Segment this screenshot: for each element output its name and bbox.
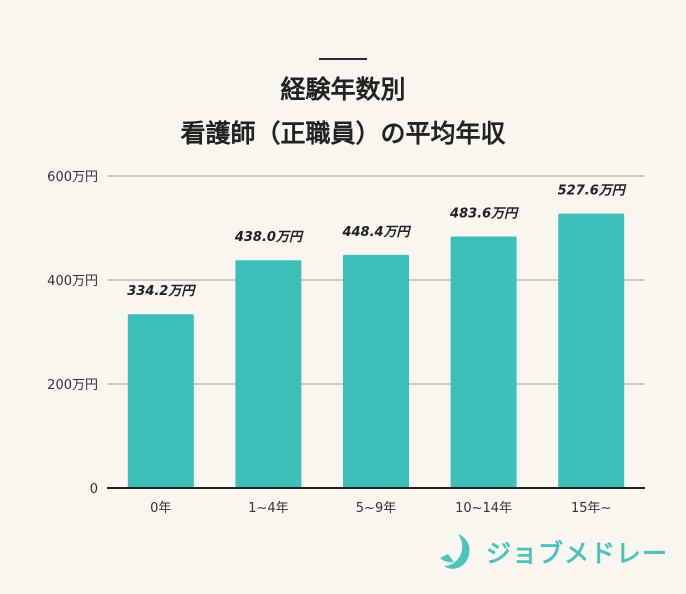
x-tick-label: 1~4年 [248,501,288,516]
logo: ジョブメドレー [438,532,668,572]
bar [558,213,625,488]
x-tick-label: 15年~ [571,501,611,516]
logo-text: ジョブメドレー [486,539,669,568]
bar [127,314,194,488]
y-tick-label: 600万円 [47,170,98,185]
bar [235,260,302,488]
chart-title-line-1: 経験年数別 [280,75,406,104]
logo-mark-icon [440,534,470,569]
bar [450,236,517,488]
y-tick-label: 0 [90,482,98,497]
x-tick-label: 10~14年 [455,501,512,516]
bar [343,254,409,488]
title-rule [319,58,367,60]
y-tick-label: 200万円 [47,378,98,393]
data-label: 438.0万円 [234,230,304,245]
data-label: 483.6万円 [449,207,519,222]
data-label: 527.6万円 [558,184,627,199]
data-label: 334.2万円 [127,284,196,299]
data-label: 448.4万円 [341,225,411,240]
x-tick-label: 0年 [150,501,171,516]
x-tick-label: 5~9年 [356,501,396,516]
chart-title-line-2: 看護師（正職員）の平均年収 [180,119,506,148]
y-tick-label: 400万円 [47,274,98,289]
